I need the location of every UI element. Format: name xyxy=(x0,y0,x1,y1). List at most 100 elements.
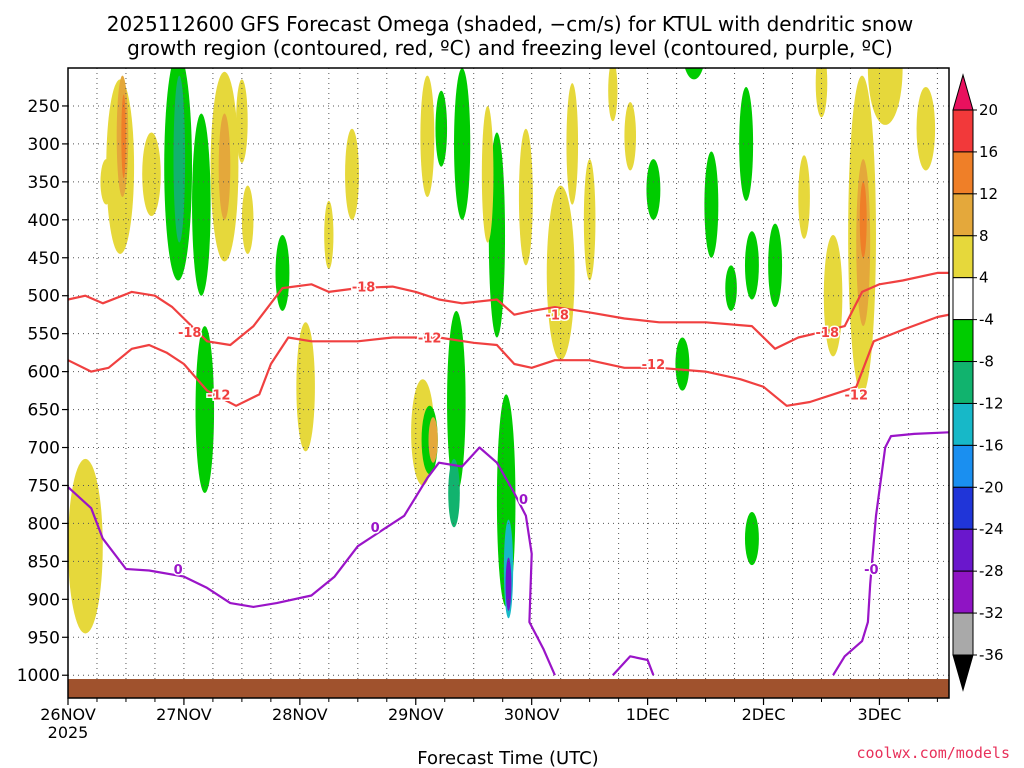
omega-blob-39 xyxy=(704,151,719,258)
omega-blob-52 xyxy=(867,68,903,125)
colorbar-label-0: 20 xyxy=(979,101,998,119)
y-tick-label-650: 650 xyxy=(28,401,60,421)
contour-label-5: -12 xyxy=(418,331,442,346)
x-axis: 26NOV 27NOV 28NOV 29NOV 30NOV 1DEC 2DEC 3DEC xyxy=(40,698,938,724)
x-tick-label-1: 27NOV xyxy=(156,705,212,724)
omega-blob-38 xyxy=(684,68,704,80)
contour-label-8: 0 xyxy=(174,563,183,578)
colorbar-swatch-9 xyxy=(952,444,974,488)
colorbar-label-13: -36 xyxy=(979,646,1004,664)
omega-blob-40 xyxy=(739,86,754,201)
y-tick-label-800: 800 xyxy=(28,514,60,534)
contour-label-7: -12 xyxy=(845,388,869,403)
omega-blob-8 xyxy=(192,113,211,296)
colorbar-label-6: -8 xyxy=(979,353,994,371)
colorbar-swatch-8 xyxy=(952,402,974,446)
credit-text[interactable]: coolwx.com/models xyxy=(856,744,1010,762)
omega-blob-47 xyxy=(815,68,828,118)
chart-title-line-1: 2025112600 GFS Forecast Omega (shaded, −… xyxy=(107,12,913,36)
contour-label-11: -0 xyxy=(864,563,878,578)
omega-blob-18 xyxy=(420,75,435,198)
omega-blob-24 xyxy=(447,310,466,494)
omega-shading xyxy=(68,68,936,634)
x-tick-label-4: 30NOV xyxy=(504,705,560,724)
omega-blob-10 xyxy=(218,113,231,220)
colorbar-swatch-2 xyxy=(952,151,974,195)
omega-blob-14 xyxy=(275,234,290,311)
colorbar-label-3: 8 xyxy=(979,227,989,245)
colorbar-swatch-11 xyxy=(952,528,974,572)
omega-blob-53 xyxy=(916,86,936,171)
contour-line-1 xyxy=(68,313,949,407)
year-label: 2025 xyxy=(48,723,89,742)
colorbar-label-2: 12 xyxy=(979,185,998,203)
contour-label-1: -18 xyxy=(178,326,202,341)
chart-title-line-2: growth region (contoured, red, ºC) and f… xyxy=(127,36,893,60)
colorbar-swatch-3 xyxy=(952,193,974,237)
y-tick-label-700: 700 xyxy=(28,439,60,459)
omega-blob-33 xyxy=(566,83,579,205)
omega-blob-25 xyxy=(448,458,460,528)
colorbar-swatch-10 xyxy=(952,486,974,530)
colorbar-label-11: -28 xyxy=(979,562,1004,580)
omega-blob-42 xyxy=(725,265,737,311)
contour-label-6: -12 xyxy=(642,358,666,373)
colorbar-top-arrow xyxy=(952,73,974,111)
y-tick-label-850: 850 xyxy=(28,552,60,572)
x-tick-label-2: 28NOV xyxy=(272,705,328,724)
y-tick-label-1000: 1000 xyxy=(17,666,60,686)
omega-blob-45 xyxy=(744,512,759,566)
x-tick-label-0: 26NOV xyxy=(40,705,96,724)
y-tick-label-900: 900 xyxy=(28,590,60,610)
omega-blob-4 xyxy=(68,458,103,634)
omega-blob-12 xyxy=(195,326,215,494)
y-tick-label-550: 550 xyxy=(28,325,60,345)
y-tick-label-400: 400 xyxy=(28,211,60,231)
x-tick-label-3: 29NOV xyxy=(388,705,444,724)
colorbar-swatch-4 xyxy=(952,235,974,279)
y-axis: 250 300 350 400 450 500 550 600 650 700 750 800 850 9… xyxy=(17,97,68,686)
colorbar-label-9: -20 xyxy=(979,478,1004,496)
x-tick-label-6: 2DEC xyxy=(742,705,786,724)
omega-blob-32 xyxy=(546,185,575,361)
omega-blob-37 xyxy=(608,68,618,122)
contour-label-3: -18 xyxy=(816,326,840,341)
omega-blob-7 xyxy=(173,75,186,243)
omega-blob-17 xyxy=(324,200,334,270)
omega-blob-19 xyxy=(435,90,448,167)
colorbar-swatch-7 xyxy=(952,361,974,404)
x-axis-label: Forecast Time (UTC) xyxy=(417,748,598,768)
y-tick-label-600: 600 xyxy=(28,363,60,383)
colorbar-bottom-arrow xyxy=(952,654,974,692)
y-tick-label-950: 950 xyxy=(28,628,60,648)
y-tick-label-300: 300 xyxy=(28,135,60,155)
contour-label-2: -18 xyxy=(545,309,569,324)
colorbar: 20 16 12 8 4 -4 -8 -12 -16 -20 -24 -28 -32 -36 xyxy=(952,73,1004,692)
x-tick-label-5: 1DEC xyxy=(626,705,670,724)
omega-blob-23 xyxy=(428,417,438,463)
colorbar-label-1: 16 xyxy=(979,143,998,161)
omega-blob-46 xyxy=(798,155,810,239)
y-tick-label-500: 500 xyxy=(28,287,60,307)
omega-blob-13 xyxy=(241,185,254,254)
y-tick-label-350: 350 xyxy=(28,173,60,193)
omega-blob-34 xyxy=(583,159,596,281)
colorbar-label-5: -4 xyxy=(979,311,994,329)
omega-blob-36 xyxy=(646,159,661,220)
omega-blob-41 xyxy=(675,337,690,391)
colorbar-label-12: -32 xyxy=(979,604,1004,622)
omega-blob-3 xyxy=(142,132,161,217)
omega-blob-5 xyxy=(100,159,113,205)
omega-blob-11 xyxy=(236,79,248,163)
contour-line-0 xyxy=(68,271,949,350)
y-tick-label-750: 750 xyxy=(28,476,60,496)
colorbar-label-7: -12 xyxy=(979,394,1004,412)
contour-line-3 xyxy=(611,655,655,676)
omega-blob-35 xyxy=(624,102,637,171)
colorbar-label-10: -24 xyxy=(979,520,1004,538)
omega-blob-30 xyxy=(481,105,494,243)
contour-label-10: 0 xyxy=(519,493,528,508)
y-tick-label-450: 450 xyxy=(28,249,60,269)
omega-blob-2 xyxy=(121,94,126,179)
